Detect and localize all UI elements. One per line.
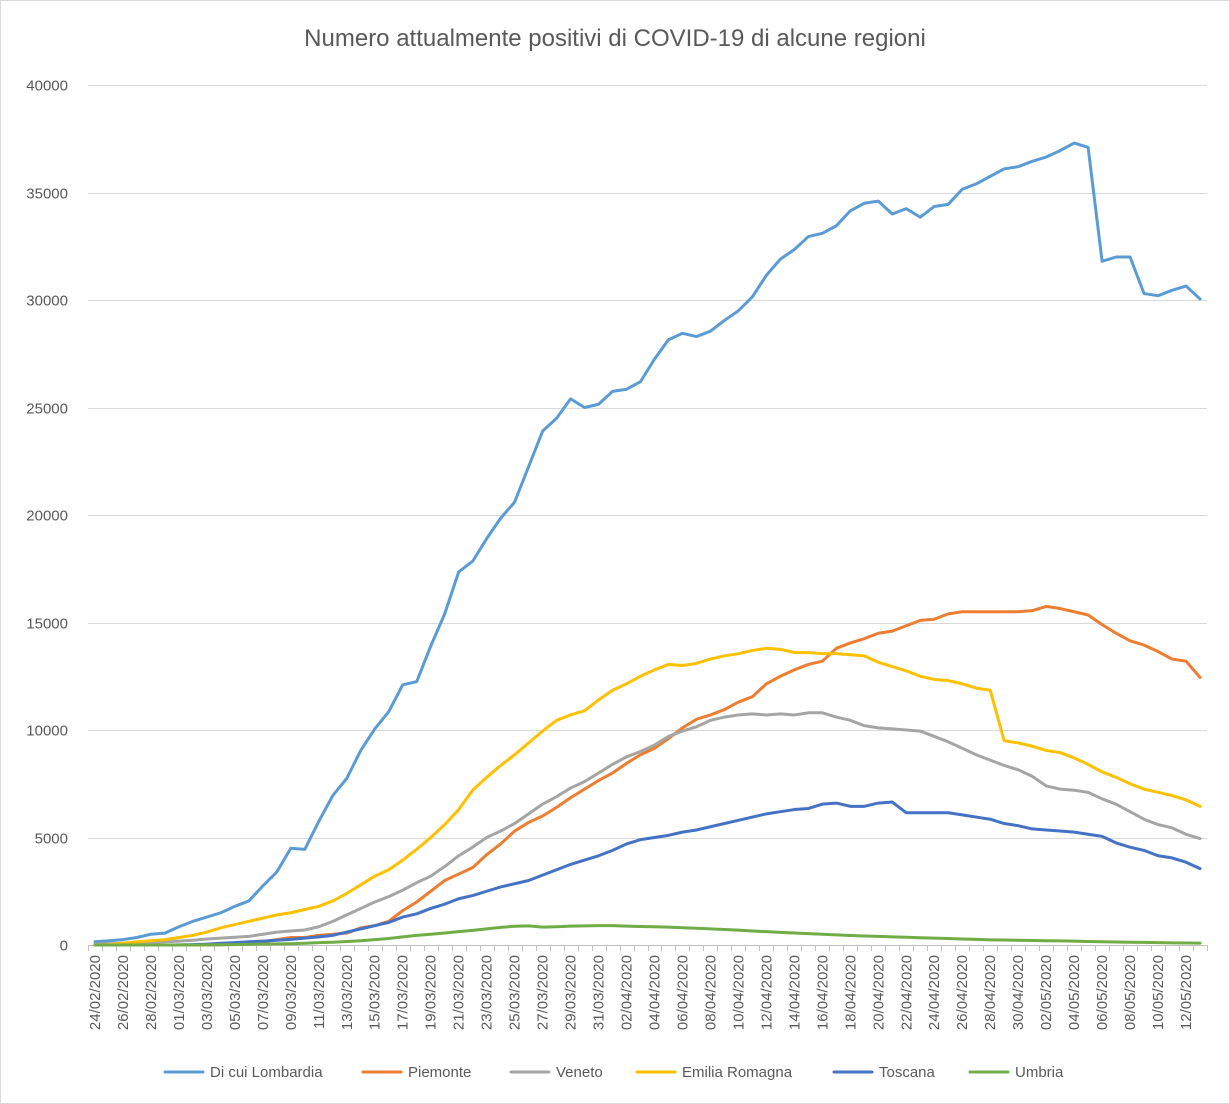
x-tick-label: 19/03/2020 [423, 955, 440, 1030]
series-line-1 [93, 141, 1202, 944]
x-tick-label: 05/03/2020 [227, 955, 244, 1030]
x-tick-label: 16/04/2020 [814, 955, 831, 1030]
y-tick-label: 10000 [26, 723, 68, 740]
legend: Di cui Lombardia Piemonte Veneto Emilia Rom… [163, 1064, 1064, 1081]
x-tick-label: 18/04/2020 [842, 955, 859, 1030]
series-group [93, 141, 1202, 947]
y-tick-label: 0 [60, 938, 68, 955]
x-tick-label: 20/04/2020 [870, 955, 887, 1030]
x-tick-label: 25/03/2020 [507, 955, 524, 1030]
x-tick-label: 26/04/2020 [954, 955, 971, 1030]
x-tick-label: 08/05/2020 [1122, 955, 1139, 1030]
x-tick-label: 11/03/2020 [311, 955, 328, 1029]
x-tick-label: 06/05/2020 [1094, 955, 1111, 1030]
x-tick-label: 30/04/2020 [1010, 955, 1027, 1030]
series-line-6 [93, 924, 1202, 947]
gridlines [88, 85, 1207, 839]
x-tick-label: 28/02/2020 [143, 955, 160, 1030]
x-tick-label: 28/04/2020 [982, 955, 999, 1030]
legend-label: Emilia Romagna [682, 1064, 793, 1081]
y-tick-label: 5000 [35, 831, 68, 848]
x-tick-label: 24/04/2020 [926, 955, 943, 1030]
y-tick-label: 15000 [26, 616, 68, 633]
series-line-4 [93, 646, 1202, 947]
x-tick-label: 21/03/2020 [451, 955, 468, 1030]
x-tick-label: 03/03/2020 [199, 955, 216, 1030]
y-tick-label: 25000 [26, 401, 68, 418]
x-tick-label: 01/03/2020 [171, 955, 188, 1030]
x-tick-label: 12/04/2020 [758, 955, 775, 1030]
y-tick-label: 20000 [26, 508, 68, 525]
x-tick-label: 13/03/2020 [339, 955, 356, 1030]
x-tick-label: 24/02/2020 [87, 955, 104, 1030]
x-tick-label: 27/03/2020 [535, 955, 552, 1030]
legend-label: Piemonte [408, 1064, 471, 1081]
x-tick-label: 29/03/2020 [563, 955, 580, 1030]
x-tick-label: 23/03/2020 [479, 955, 496, 1030]
y-tick-label: 35000 [26, 186, 68, 203]
x-tick-label: 09/03/2020 [283, 955, 300, 1030]
legend-label: Toscana [879, 1064, 936, 1081]
x-tick-label: 14/04/2020 [786, 955, 803, 1030]
legend-label: Di cui Lombardia [210, 1064, 323, 1081]
x-tick-label: 17/03/2020 [395, 955, 412, 1030]
legend-label: Veneto [556, 1064, 603, 1081]
chart-title: Numero attualmente positivi di COVID-19 … [304, 25, 926, 52]
x-tick-label: 12/05/2020 [1178, 955, 1195, 1030]
x-tick-label: 26/02/2020 [115, 955, 132, 1030]
x-tick-label: 06/04/2020 [674, 955, 691, 1030]
x-tick-label: 04/04/2020 [646, 955, 663, 1030]
x-tick-label: 08/04/2020 [702, 955, 719, 1030]
x-tick-label: 31/03/2020 [591, 955, 608, 1030]
y-axis: 0 5000 10000 15000 20000 25000 30000 35000 40000 [26, 78, 68, 955]
x-tick-label: 02/04/2020 [619, 955, 636, 1030]
x-tick-label: 07/03/2020 [255, 955, 272, 1030]
legend-label: Umbria [1015, 1064, 1064, 1081]
y-tick-label: 40000 [26, 78, 68, 95]
x-tick-label: 04/05/2020 [1066, 955, 1083, 1030]
x-tick-label: 10/04/2020 [730, 955, 747, 1030]
x-tick-label: 22/04/2020 [898, 955, 915, 1030]
x-axis: 24/02/2020 26/02/2020 28/02/2020 01/03/2020… [87, 945, 1208, 1030]
x-tick-label: 02/05/2020 [1038, 955, 1055, 1030]
x-tick-label: 10/05/2020 [1150, 955, 1167, 1030]
x-tick-label: 15/03/2020 [367, 955, 384, 1030]
series-line-3 [93, 711, 1202, 946]
y-tick-label: 30000 [26, 293, 68, 310]
series-line-5 [93, 800, 1202, 947]
